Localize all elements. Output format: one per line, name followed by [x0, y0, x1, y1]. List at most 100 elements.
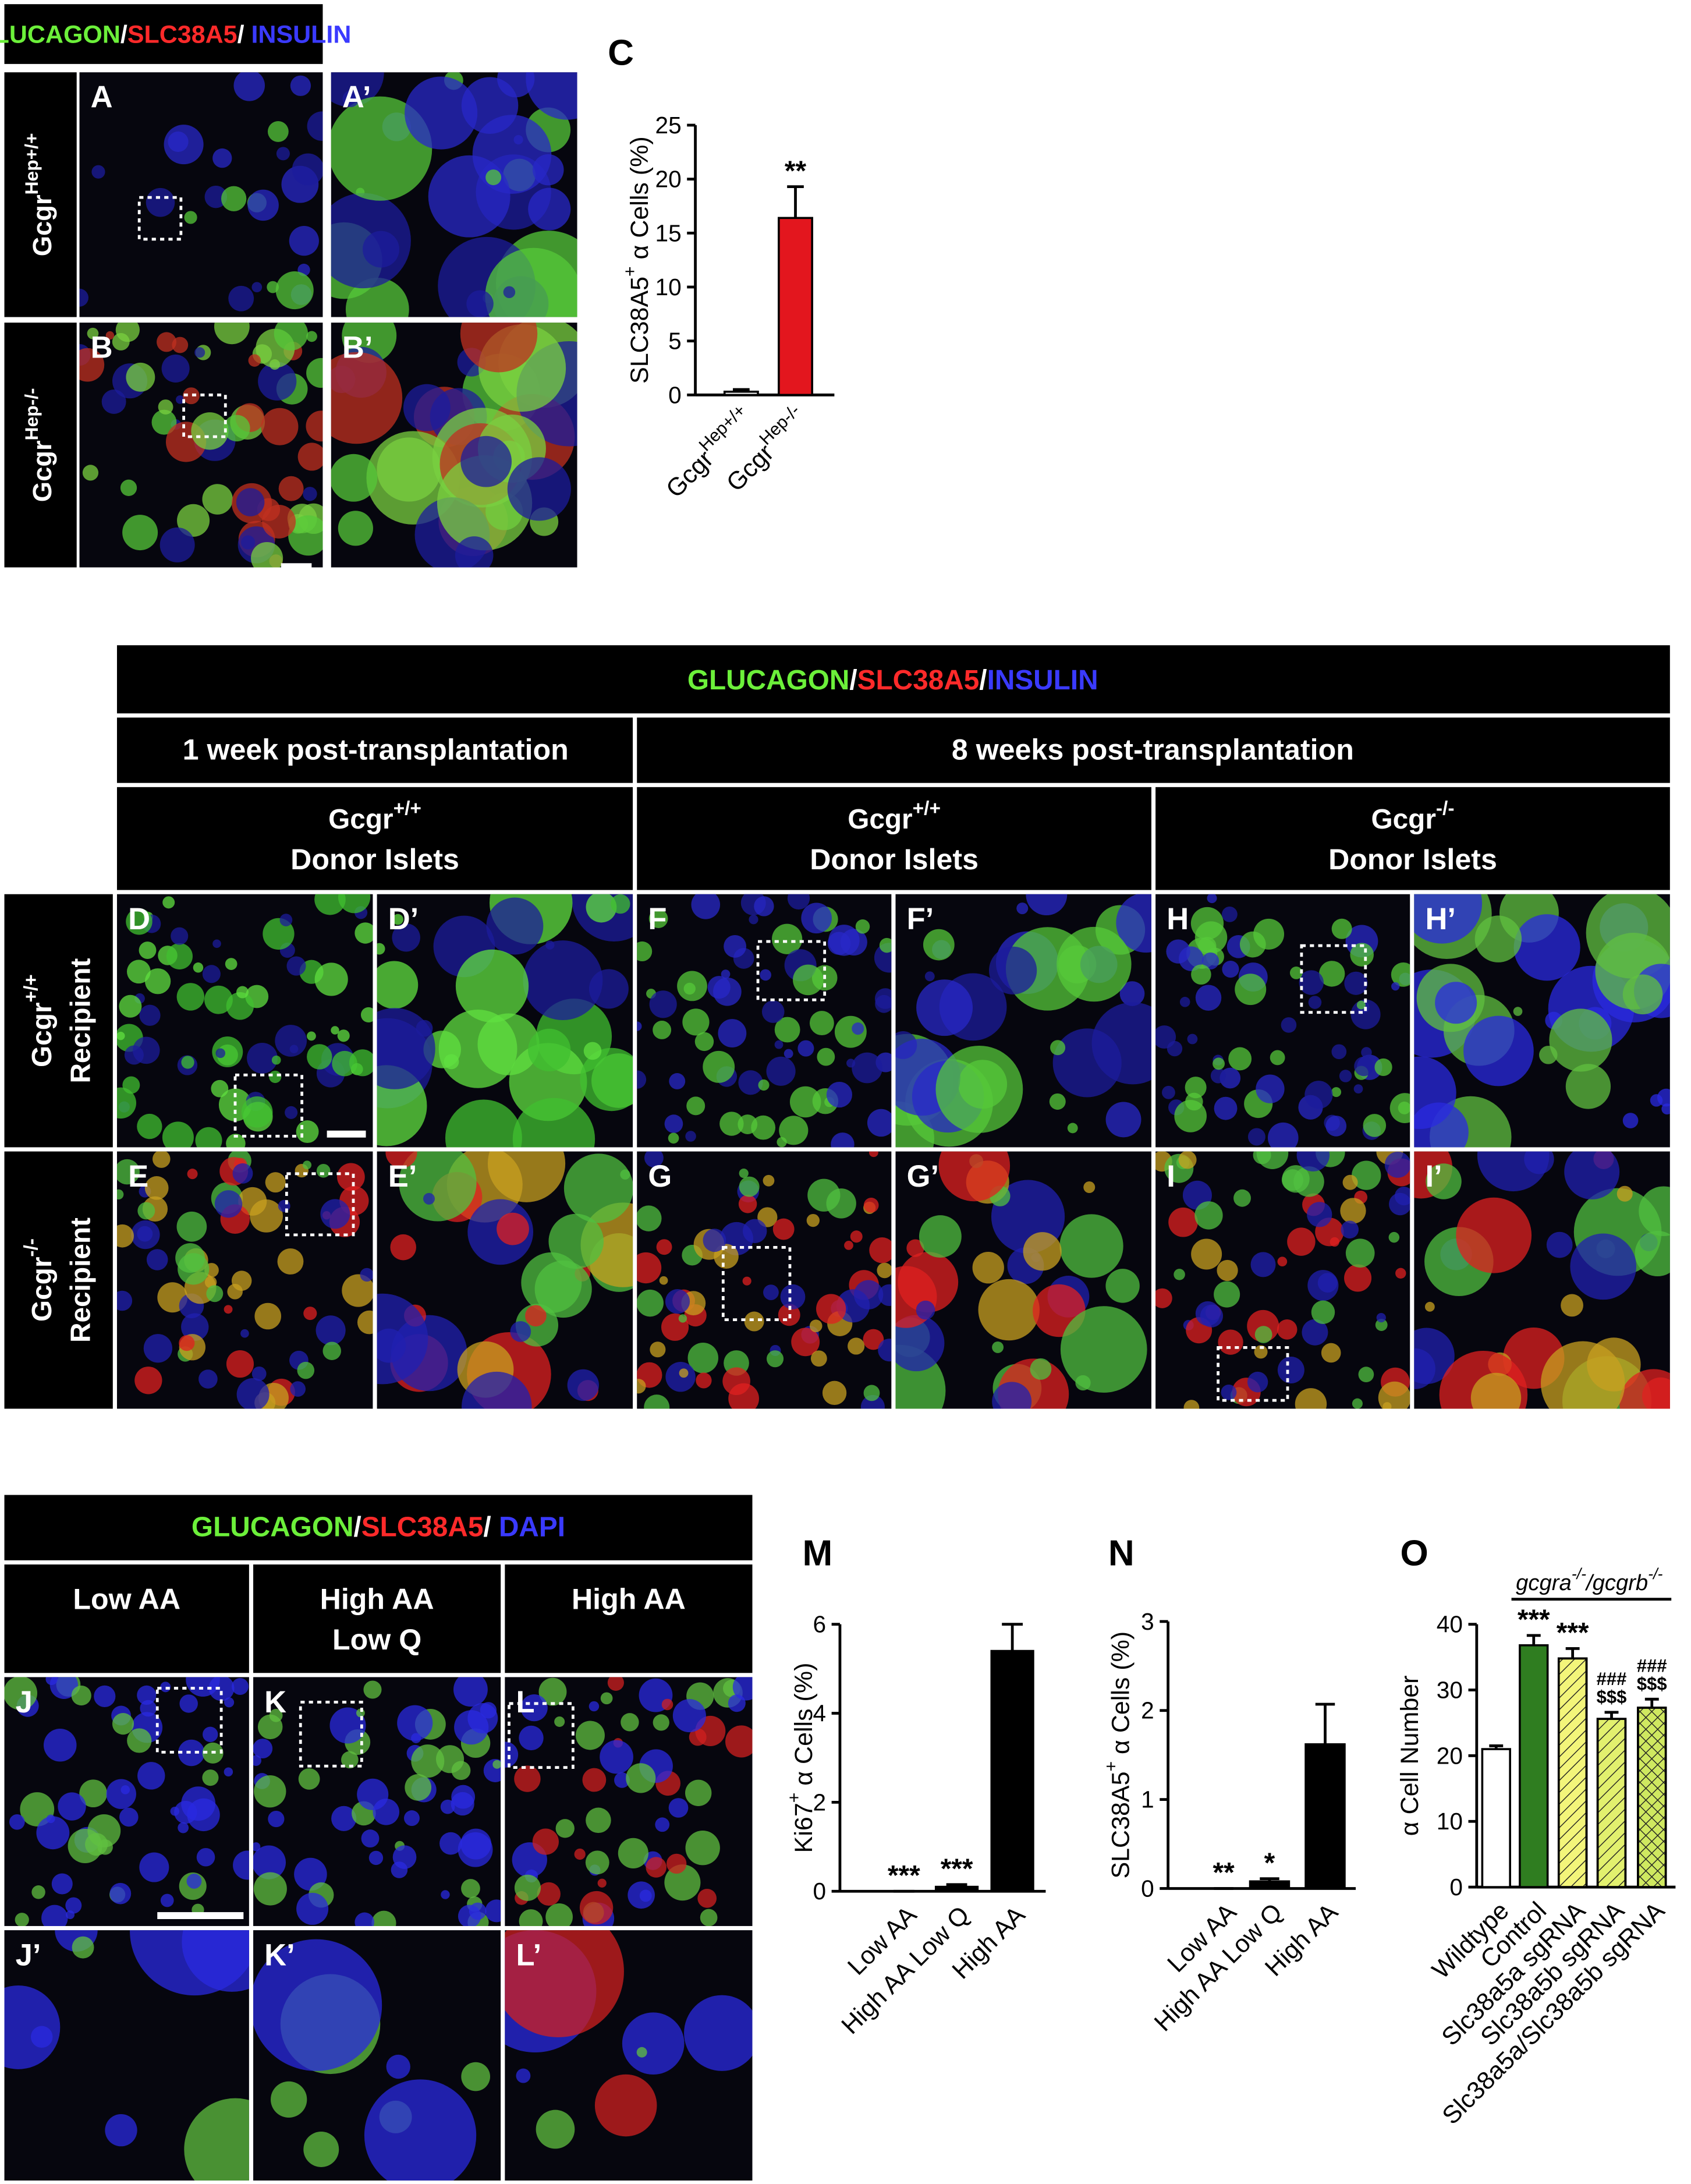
- cell: [411, 1733, 421, 1743]
- cell: [115, 323, 140, 342]
- micrograph: F’: [895, 894, 1151, 1148]
- cell: [1185, 1077, 1207, 1099]
- cell: [554, 1716, 565, 1727]
- cell: [144, 1176, 169, 1200]
- cell: [700, 1909, 718, 1926]
- cell: [534, 1260, 592, 1318]
- cell: [879, 937, 892, 953]
- micrograph: H’: [1414, 894, 1670, 1148]
- timepoint: 1 week post-transplantation: [183, 733, 569, 766]
- black-box: [4, 4, 323, 64]
- cell: [214, 1190, 243, 1218]
- bar: [934, 1885, 979, 1893]
- cell: [297, 1361, 315, 1379]
- y-axis-label-part: Ki67: [790, 1803, 818, 1853]
- cell: [852, 1022, 864, 1035]
- cell: [707, 976, 731, 999]
- cell: [119, 994, 142, 1018]
- cell: [184, 2098, 249, 2181]
- cell: [226, 1134, 246, 1148]
- cell: [1321, 1343, 1341, 1363]
- cell: [1330, 1237, 1339, 1247]
- y-tick-label: 30: [1437, 1677, 1463, 1704]
- cell: [314, 962, 348, 996]
- cell: [666, 1853, 687, 1874]
- cell: [1162, 1085, 1175, 1099]
- panel-label: O: [1400, 1533, 1428, 1573]
- cell: [637, 1252, 662, 1284]
- cell: [1308, 996, 1322, 1009]
- cell: [303, 1307, 317, 1321]
- cell: [806, 1213, 820, 1227]
- cell: [1424, 1301, 1435, 1312]
- significance: $$$: [1597, 1687, 1627, 1707]
- cell: [1289, 967, 1303, 979]
- micrograph-cells: [377, 1151, 633, 1409]
- black-box: [116, 645, 1670, 714]
- black-box: [116, 717, 633, 783]
- cell: [780, 1284, 806, 1309]
- cell: [1331, 918, 1352, 939]
- cell: [1052, 1028, 1122, 1098]
- cell: [636, 2047, 647, 2058]
- cell: [742, 1219, 767, 1244]
- cell: [1426, 1163, 1462, 1199]
- cell: [791, 1328, 820, 1357]
- stain-header-part: /: [849, 664, 857, 695]
- cell: [254, 1775, 286, 1808]
- cell: [1217, 1259, 1238, 1282]
- cell: [771, 923, 803, 954]
- cell: [363, 231, 399, 268]
- cell: [233, 1850, 249, 1880]
- panel-letter: A’: [342, 80, 371, 115]
- cell: [664, 1114, 683, 1133]
- cell: [628, 1881, 655, 1909]
- cell: [298, 1768, 320, 1790]
- cell: [863, 1197, 879, 1213]
- micrograph: A: [79, 72, 323, 317]
- cell: [306, 357, 323, 388]
- cell: [43, 1728, 77, 1762]
- cell: [79, 288, 88, 307]
- y-tick-label: 6: [813, 1611, 826, 1638]
- cell: [101, 389, 126, 414]
- cell: [236, 488, 265, 516]
- cell: [1179, 997, 1190, 1007]
- cell: [72, 1936, 94, 1959]
- timepoint: 8 weeks post-transplantation: [952, 733, 1354, 766]
- cell: [1268, 1122, 1299, 1148]
- row-label-part: Gcgr: [27, 194, 56, 256]
- micrograph: A’: [331, 72, 577, 317]
- cell: [241, 1096, 273, 1128]
- condition-label: Low Q: [332, 1623, 421, 1656]
- cell: [278, 476, 304, 501]
- cell: [320, 1199, 350, 1229]
- donor-label-part: Gcgr: [848, 803, 912, 834]
- cell: [236, 1378, 270, 1409]
- cell: [777, 1137, 787, 1148]
- panel-letter: A: [91, 80, 113, 115]
- cell: [183, 387, 200, 405]
- cell: [106, 1779, 136, 1809]
- cell: [174, 1800, 197, 1824]
- cell: [1185, 1092, 1203, 1111]
- recipient-label: Recipient: [65, 958, 96, 1084]
- cell: [850, 1230, 863, 1243]
- cell: [462, 1371, 532, 1409]
- cell: [665, 1361, 696, 1392]
- micrograph-cells: [505, 1677, 753, 1926]
- micrograph-cells: [331, 72, 577, 317]
- cell: [137, 1685, 157, 1705]
- cell: [87, 327, 99, 339]
- micrograph-cells: [116, 894, 373, 1148]
- condition-label: High AA: [572, 1583, 686, 1616]
- cell: [109, 1882, 132, 1905]
- significance: ***: [1557, 1618, 1589, 1649]
- cell: [354, 922, 373, 944]
- cell: [621, 1713, 639, 1732]
- cell: [1191, 1238, 1222, 1270]
- cell: [1299, 970, 1324, 995]
- micrograph-cells: [505, 1930, 753, 2149]
- significance: *: [1264, 1848, 1275, 1879]
- cell: [644, 1151, 664, 1168]
